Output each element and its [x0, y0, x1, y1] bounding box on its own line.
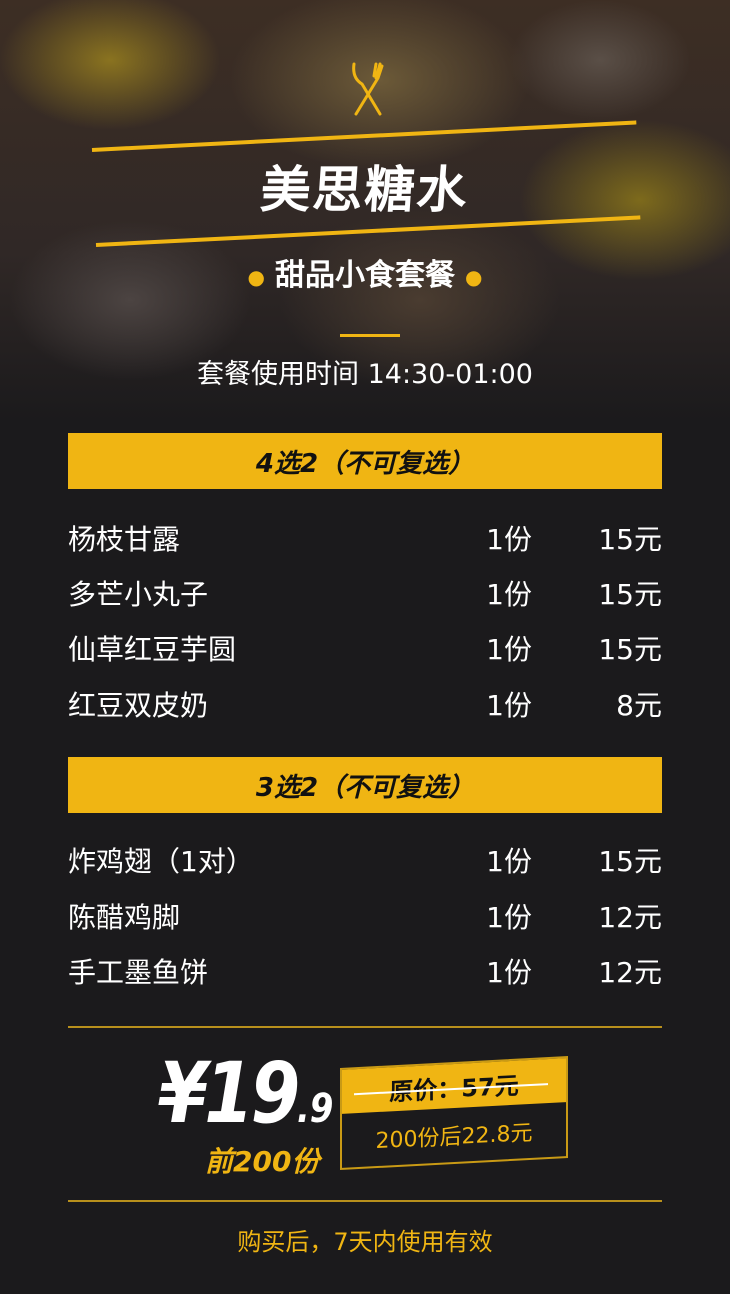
usage-time: 套餐使用时间 14:30-01:00: [197, 359, 533, 390]
brand-title: 美思糖水: [258, 161, 471, 219]
menu-item: 炸鸡翅（1对） 1份 15元: [68, 845, 662, 878]
sale-limit: 前200份: [205, 1145, 320, 1178]
divider: [340, 334, 400, 337]
menu-item: 手工墨鱼饼 1份 12元: [68, 956, 662, 989]
menu-item: 杨枝甘露 1份 15元: [68, 523, 662, 556]
validity-note: 购买后，7天内使用有效: [237, 1228, 493, 1256]
section-header: 4选2（不可复选）: [68, 433, 662, 489]
hero-background: [0, 0, 730, 420]
divider: [68, 1200, 662, 1202]
sale-price: ¥19.9: [158, 1044, 334, 1142]
subtitle: ● 甜品小食套餐 ●: [247, 258, 483, 293]
menu-item: 仙草红豆芋圆 1份 15元: [68, 633, 662, 666]
fork-knife-icon: [352, 62, 384, 116]
menu-item: 多芒小丸子 1份 15元: [68, 578, 662, 611]
section-header: 3选2（不可复选）: [68, 757, 662, 813]
price-box: 原价：57元 200份后22.8元: [340, 1056, 568, 1170]
menu-item: 红豆双皮奶 1份 8元: [68, 689, 662, 722]
menu-item: 陈醋鸡脚 1份 12元: [68, 901, 662, 934]
divider: [68, 1026, 662, 1028]
